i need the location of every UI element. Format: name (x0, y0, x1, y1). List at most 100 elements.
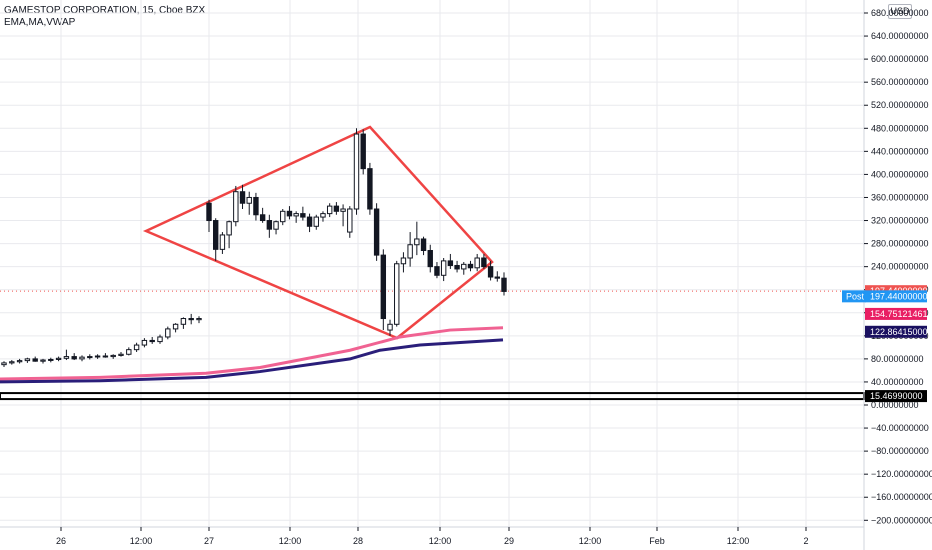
candle-body (360, 133, 366, 170)
y-tick-label: 40.00000000 (871, 377, 924, 387)
candle-body (394, 263, 400, 325)
badge-bg (865, 390, 927, 403)
candle-body (461, 263, 467, 270)
candle-body (427, 250, 433, 268)
candle-body (110, 354, 116, 358)
badge-prefix-bg (842, 290, 866, 303)
candle-body (188, 318, 194, 321)
candle-body (447, 260, 454, 266)
candle-body (16, 360, 23, 363)
y-tick-label: 520.00000000 (871, 100, 929, 110)
candle-body (407, 244, 413, 259)
badge-label: 15.46990000 (870, 391, 923, 401)
price-badge: Post 197.44000000 (842, 290, 928, 303)
x-tick-label: 2 (803, 536, 808, 546)
candle-body (94, 355, 101, 358)
time-axis: 26 12:00 27 12:00 28 12:00 29 12:00 Feb 12:00 2 (56, 527, 809, 546)
candle-body (280, 210, 286, 223)
y-tick-label: 440.00000000 (871, 146, 929, 156)
candle-body (467, 263, 474, 269)
y-tick-label: 680.00000000 (871, 8, 929, 18)
candle-body (400, 257, 407, 265)
y-tick-label: 320.00000000 (871, 216, 929, 226)
y-tick-label: −40.00000000 (871, 423, 929, 433)
y-tick-label: 80.00000000 (871, 354, 924, 364)
x-tick-label: 26 (56, 536, 66, 546)
candle-body (474, 257, 480, 269)
candle-body (87, 356, 93, 359)
candle-body (219, 234, 226, 250)
candle-body (180, 318, 187, 325)
price-badge: 154.75121461 (865, 307, 928, 320)
grid-lines (0, 0, 864, 527)
x-tick-label: 12:00 (579, 536, 602, 546)
candle-body (48, 358, 54, 361)
candle-body (353, 133, 360, 210)
candle-body (1, 362, 7, 366)
price-badge: 15.46990000 (865, 390, 927, 403)
x-tick-label: 28 (353, 536, 363, 546)
candle-body (373, 208, 380, 256)
price-badge: 122.86415000 (865, 325, 928, 338)
y-tick-label: 400.00000000 (871, 169, 929, 179)
x-tick-label: 29 (504, 536, 514, 546)
candle-body (347, 208, 353, 233)
indicator-lines (0, 326, 504, 384)
candle-body (63, 356, 70, 359)
candle-body (102, 355, 109, 358)
currency-button[interactable]: USD (888, 4, 912, 19)
ma-line (0, 338, 504, 384)
x-tick-label: 12:00 (279, 536, 302, 546)
candle-body (206, 202, 212, 222)
y-tick-label: −120.00000000 (871, 469, 932, 479)
candle-body (501, 277, 507, 292)
x-tick-label: 12:00 (429, 536, 452, 546)
badge-bg (865, 325, 927, 338)
candle-body (118, 353, 124, 356)
ema-line (0, 326, 504, 381)
y-tick-label: 360.00000000 (871, 192, 929, 202)
x-tick-label: 12:00 (130, 536, 153, 546)
candle-body (293, 213, 299, 217)
indicator-legend[interactable]: EMA,MA,VWAP (4, 17, 76, 28)
candle-body (440, 260, 447, 276)
candle-body (40, 359, 46, 362)
candle-body (259, 214, 266, 222)
candle-body (172, 323, 179, 330)
candle-body (165, 328, 171, 338)
candle-body (157, 336, 163, 343)
y-tick-label: 280.00000000 (871, 239, 929, 249)
candle-body (487, 266, 494, 278)
candle-body (286, 210, 293, 217)
candle-body (9, 361, 15, 364)
candle-body (367, 168, 373, 210)
candle-body (326, 205, 333, 215)
candle-body (126, 349, 132, 355)
candle-body (420, 238, 427, 252)
candle-body (306, 216, 313, 227)
candle-body (226, 221, 232, 236)
candle-body (300, 213, 306, 218)
badge-label: 197.44000000 (870, 291, 928, 301)
x-tick-label: 12:00 (727, 536, 750, 546)
candle-body (55, 357, 62, 360)
candle-body (239, 191, 246, 204)
horizontal-ray (0, 392, 865, 401)
candle-body (414, 238, 420, 246)
candle-body (320, 213, 326, 218)
candle-body (313, 216, 319, 227)
candle-body (24, 358, 31, 362)
candle-body (213, 220, 219, 250)
candle-body (196, 318, 202, 321)
candle-body (273, 221, 279, 230)
y-tick-label: 240.00000000 (871, 262, 929, 272)
candle-body (454, 264, 460, 270)
candle-body (253, 196, 259, 216)
badge-label: 122.86415000 (870, 327, 928, 337)
candle-body (32, 358, 38, 362)
candle-body (246, 196, 252, 204)
candle-body (149, 339, 155, 343)
badge-prefix-label: Post (846, 291, 865, 301)
candle-body (79, 356, 85, 360)
